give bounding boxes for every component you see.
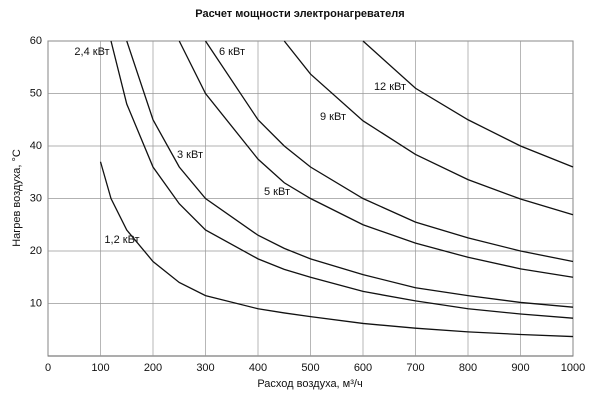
x-tick-label: 700 [406, 362, 424, 374]
x-tick-label: 800 [459, 362, 477, 374]
series-label: 3 кВт [177, 149, 203, 161]
x-tick-label: 500 [301, 362, 319, 374]
x-tick-label: 0 [45, 362, 51, 374]
series-line [178, 40, 574, 278]
series-label: 12 кВт [374, 81, 406, 93]
x-tick-label: 1000 [561, 362, 585, 374]
x-axis-label: Расход воздуха, м³/ч [257, 378, 362, 390]
y-tick-label: 10 [30, 297, 42, 309]
series-label: 2,4 кВт [74, 46, 109, 58]
series-line [126, 40, 574, 308]
series-line [204, 40, 574, 263]
x-tick-label: 900 [511, 362, 529, 374]
y-tick-label: 60 [30, 35, 42, 47]
y-tick-label: 30 [30, 192, 42, 204]
y-tick-label: 40 [30, 140, 42, 152]
y-tick-label: 50 [30, 87, 42, 99]
x-tick-label: 100 [91, 362, 109, 374]
series-label: 5 кВт [264, 186, 290, 198]
x-tick-label: 600 [354, 362, 372, 374]
series-line [99, 161, 574, 338]
series-line [362, 40, 574, 168]
x-tick-label: 200 [144, 362, 162, 374]
y-tick-label: 20 [30, 245, 42, 257]
x-tick-label: 300 [196, 362, 214, 374]
x-tick-label: 400 [249, 362, 267, 374]
series-line [110, 40, 574, 319]
series-label: 6 кВт [219, 46, 245, 58]
series-label: 1,2 кВт [104, 234, 139, 246]
series-label: 9 кВт [320, 111, 346, 123]
y-axis-label: Нагрев воздуха, °C [11, 149, 23, 247]
chart-title: Расчет мощности электронагревателя [195, 8, 404, 20]
series-line [283, 40, 574, 216]
